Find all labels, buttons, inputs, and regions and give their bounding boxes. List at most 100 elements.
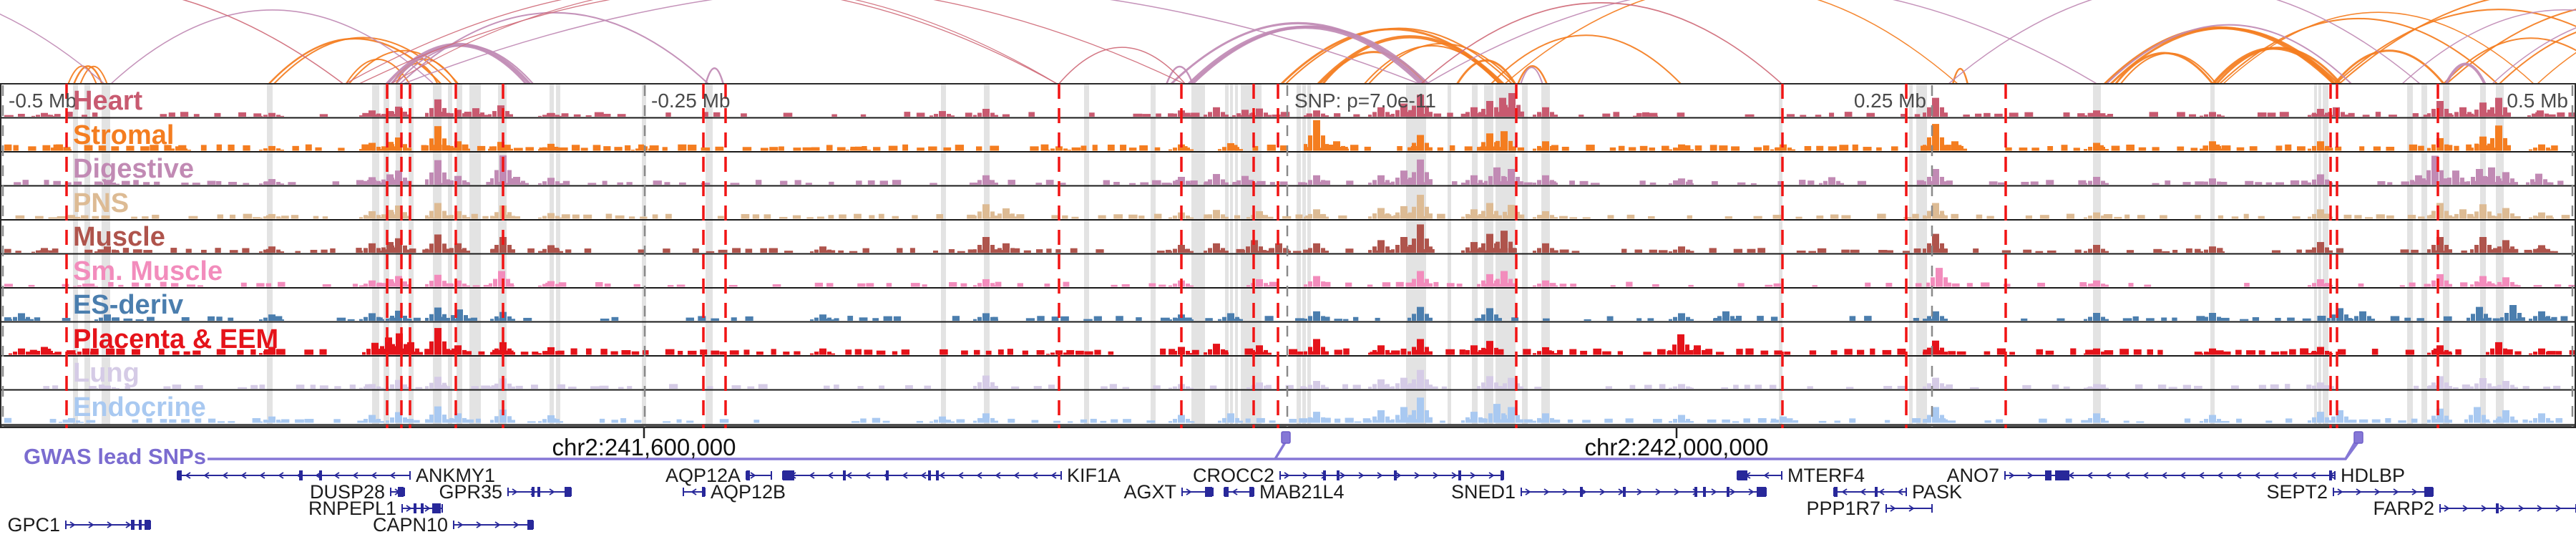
interaction-arc <box>182 0 345 84</box>
strand-arrow-icon <box>2291 472 2298 479</box>
interaction-arc <box>2445 9 2576 84</box>
strand-arrow-icon <box>333 472 340 479</box>
strand-arrow-icon <box>1284 472 1290 479</box>
exon-block <box>702 487 705 497</box>
exon-block <box>2055 470 2061 480</box>
interaction-arc <box>2114 52 2215 84</box>
strand-arrow-icon <box>1186 488 1192 495</box>
gene-pask: PASK <box>1833 481 1962 503</box>
strand-arrow-icon <box>2142 472 2149 479</box>
strand-arrow-icon <box>1748 488 1755 495</box>
strand-arrow-icon <box>512 488 518 495</box>
track-label-placenta-eem: Placenta & EEM <box>73 324 279 354</box>
interaction-arc <box>1490 34 1682 84</box>
strand-arrow-icon <box>1395 472 1402 479</box>
gene-gpc1: GPC1 <box>7 514 151 536</box>
track-label-pns: PNS <box>73 188 130 218</box>
gene-label: DUSP28 <box>310 481 385 503</box>
coordinate-label-chr2-242-000-000: chr2:242,000,000 <box>1584 434 1769 460</box>
exon-block <box>1458 470 1461 480</box>
interaction-arc <box>343 0 1059 84</box>
track-label-muscle: Muscle <box>73 222 165 252</box>
signal-track-sm-muscle <box>4 268 2575 287</box>
strand-arrow-icon <box>406 505 412 512</box>
interaction-arc <box>2333 49 2446 84</box>
strand-arrow-icon <box>259 472 265 479</box>
strand-arrow-icon <box>1302 472 1309 479</box>
gene-label: MTERF4 <box>1787 465 1865 486</box>
strand-arrow-icon <box>2499 505 2506 512</box>
interaction-arc <box>345 58 411 84</box>
strand-arrow-icon <box>864 472 871 479</box>
gene-label: CROCC2 <box>1193 465 1274 486</box>
exon-block <box>1224 487 1229 497</box>
gene-mterf4: MTERF4 <box>1737 465 1865 486</box>
gene-label: GPC1 <box>7 514 60 536</box>
panel-border <box>0 84 2576 428</box>
strand-arrow-icon <box>1674 488 1680 495</box>
gene-label: SEPT2 <box>2266 481 2328 503</box>
interaction-arc <box>1363 44 1501 84</box>
track-label-stromal: Stromal <box>73 120 175 150</box>
strand-arrow-icon <box>1013 472 1020 479</box>
strand-arrow-icon <box>240 472 247 479</box>
exon-block <box>843 470 846 480</box>
strand-arrow-icon <box>846 472 852 479</box>
gene-aqp12b: AQP12B <box>683 481 786 503</box>
strand-arrow-icon <box>69 521 76 528</box>
gwas-snp-marker <box>1281 431 1291 444</box>
interaction-arc <box>2218 18 2499 84</box>
signal-track-digestive <box>14 155 2564 185</box>
ruler-label-0-5-mb: 0.5 Mb <box>2507 90 2568 112</box>
strand-arrow-icon <box>2235 472 2242 479</box>
strand-arrow-icon <box>2310 472 2316 479</box>
strand-arrow-icon <box>2518 505 2524 512</box>
exon-block <box>886 470 889 480</box>
ruler-label-0-25-mb: -0.25 Mb <box>651 90 731 112</box>
interaction-arc <box>385 43 532 84</box>
strand-arrow-icon <box>1636 488 1643 495</box>
strand-arrow-icon <box>513 521 519 528</box>
strand-arrow-icon <box>494 521 501 528</box>
strand-arrow-icon <box>902 472 908 479</box>
strand-arrow-icon <box>278 472 284 479</box>
exon-block <box>2424 487 2433 497</box>
interaction-arc <box>1367 43 1516 84</box>
interaction-arc <box>1191 25 1430 84</box>
strand-arrow-icon <box>1890 505 1896 512</box>
interaction-arc <box>2105 24 2353 84</box>
gene-ppp1r7: PPP1R7 <box>1806 498 1933 519</box>
exon-block <box>432 503 441 513</box>
strand-arrow-icon <box>2374 488 2381 495</box>
exon-block <box>131 520 135 530</box>
interaction-arc <box>2119 52 2218 84</box>
track-label-es-deriv: ES-deriv <box>73 290 184 320</box>
ruler-label-snp-p-7-0e-11: SNP: p=7.0e-11 <box>1294 90 1436 112</box>
track-label-endocrine: Endocrine <box>73 392 206 422</box>
strand-arrow-icon <box>2105 472 2112 479</box>
track-label-lung: Lung <box>73 358 140 388</box>
gene-mab21l4: MAB21L4 <box>1224 481 1345 503</box>
strand-arrow-icon <box>2444 505 2450 512</box>
exon-block <box>398 487 404 497</box>
strand-arrow-icon <box>1841 488 1848 495</box>
exon-block <box>421 503 424 513</box>
signal-tracks-canvas <box>0 84 2576 428</box>
track-label-heart: Heart <box>73 86 143 116</box>
gene-label: KIF1A <box>1067 465 1121 486</box>
strand-arrow-icon <box>1543 488 1550 495</box>
exon-block <box>1834 487 1838 497</box>
interaction-arcs-canvas <box>0 0 2576 84</box>
strand-arrow-icon <box>88 521 94 528</box>
gene-label: RNPEPL1 <box>308 498 396 519</box>
gene-aqp12a: AQP12A <box>665 465 772 486</box>
interaction-arc <box>1947 0 2421 84</box>
interaction-arc <box>1187 25 1423 84</box>
strand-arrow-icon <box>1599 488 1606 495</box>
strand-arrow-icon <box>185 472 191 479</box>
exon-block <box>319 470 322 480</box>
strand-arrow-icon <box>476 521 482 528</box>
gene-kif1a: KIF1A <box>782 465 1121 486</box>
gwas-snp-stem <box>2344 441 2359 460</box>
